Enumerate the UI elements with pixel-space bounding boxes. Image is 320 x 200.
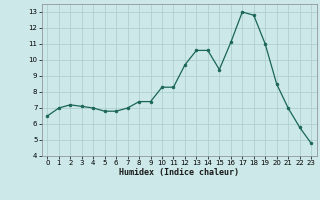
X-axis label: Humidex (Indice chaleur): Humidex (Indice chaleur) xyxy=(119,168,239,177)
